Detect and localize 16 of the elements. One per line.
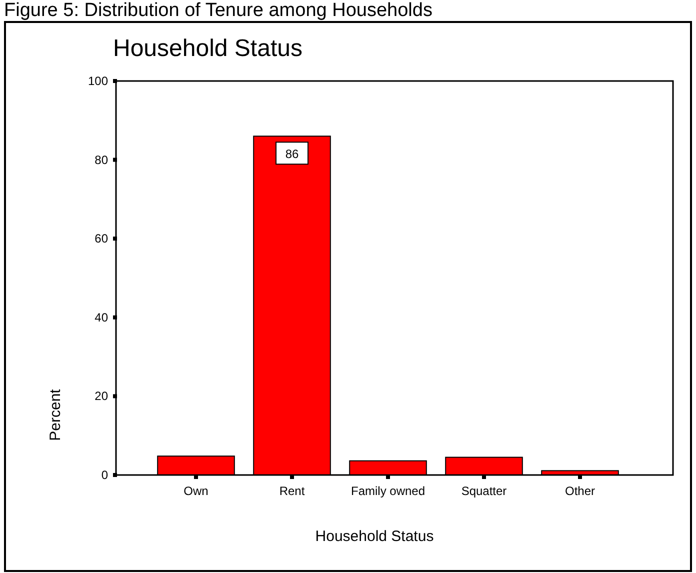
x-tick-label: Squatter (461, 484, 507, 498)
data-label: 86 (285, 147, 299, 162)
chart-title: Figure 5: Distribution of Tenure among Households (4, 0, 432, 21)
x-tick-label: Other (564, 484, 596, 498)
y-tick-label: 20 (94, 389, 108, 404)
y-tick-label: 60 (94, 232, 108, 246)
y-tick-label: 0 (101, 468, 108, 482)
x-tick-label: Rent (279, 484, 306, 498)
chart-subtitle: Household Status (113, 35, 302, 62)
x-tick-label: Family owned (350, 484, 426, 498)
y-tick-label: 100 (88, 74, 108, 88)
y-tick-label: 80 (94, 152, 108, 167)
y-tick-label: 40 (94, 310, 108, 324)
x-axis-title: Household Status (315, 528, 434, 545)
y-axis-title: Percent (47, 388, 64, 441)
x-tick-label: Own (184, 484, 208, 498)
